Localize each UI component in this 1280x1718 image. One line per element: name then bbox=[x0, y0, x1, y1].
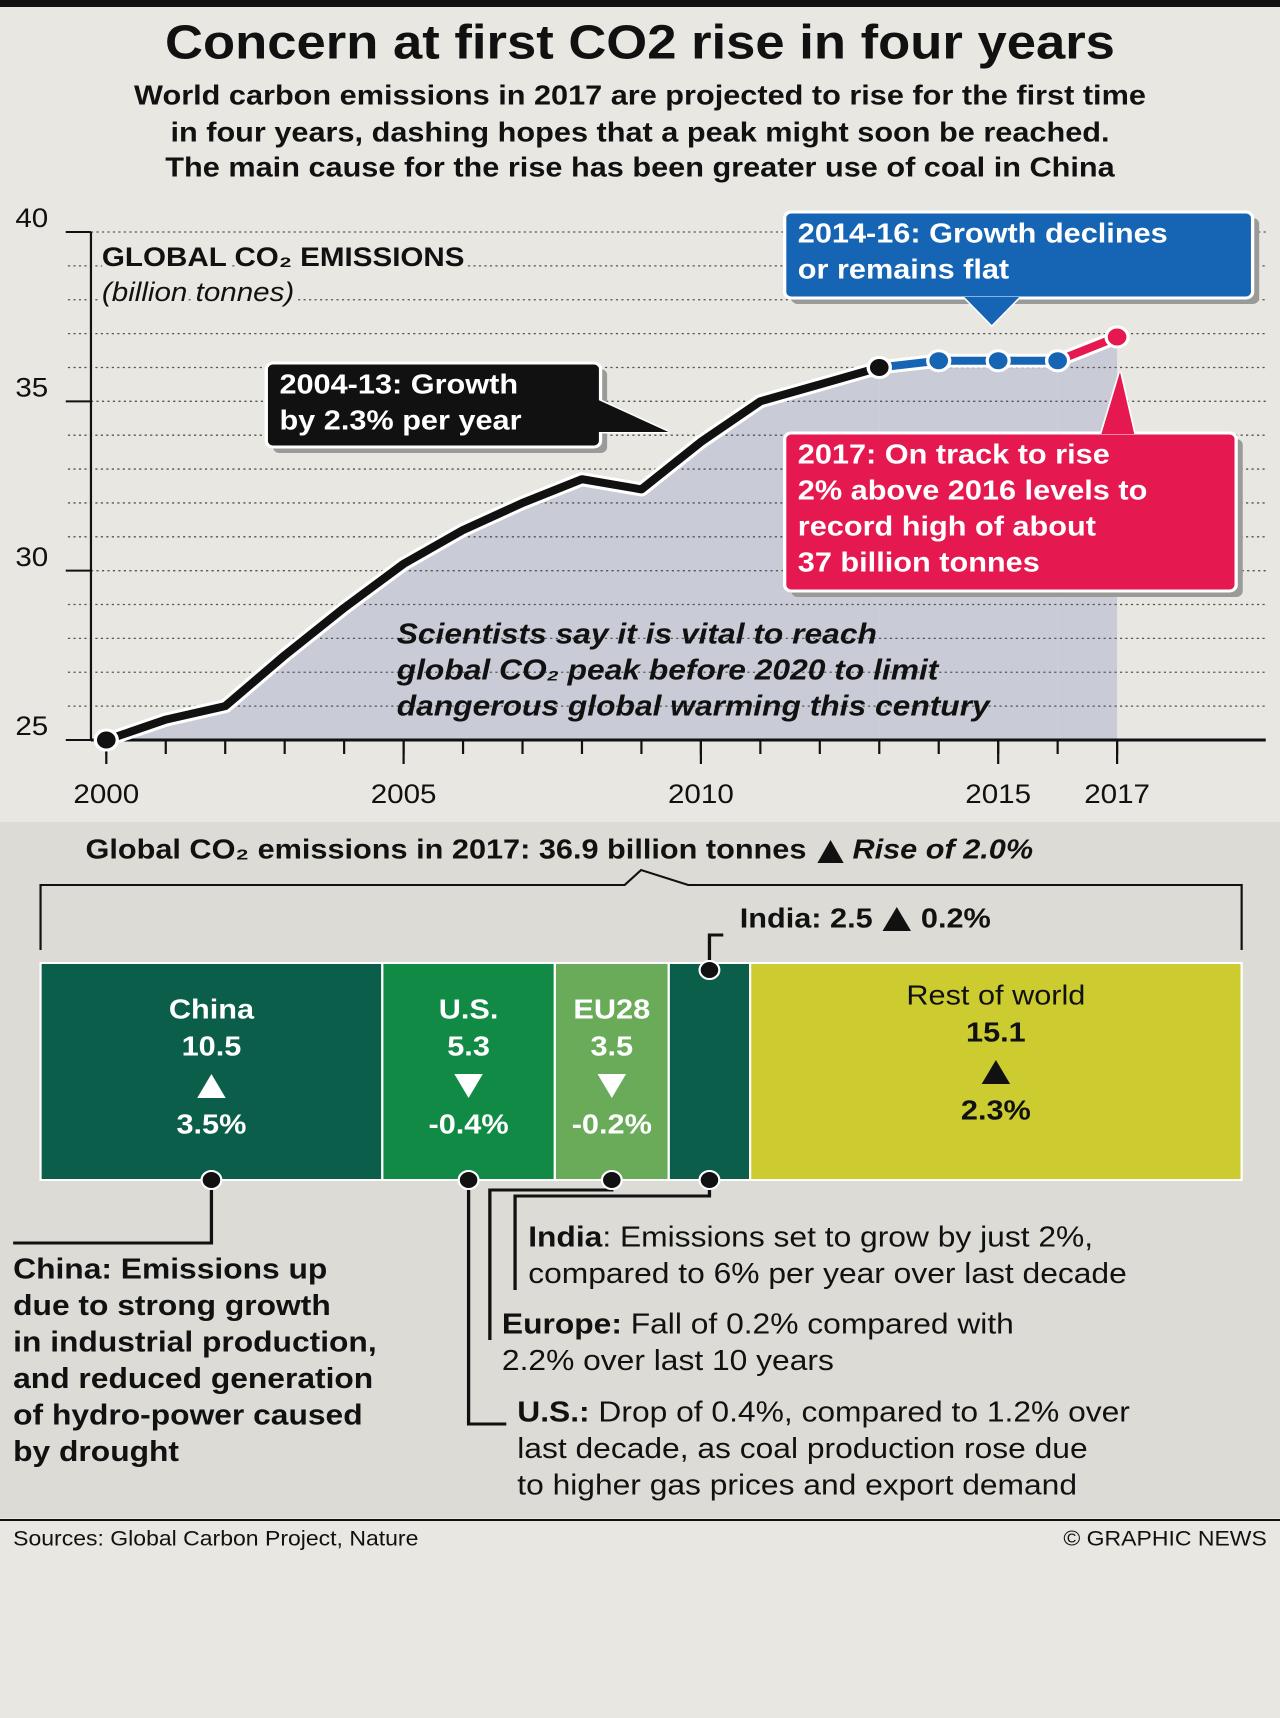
x-tick-label: 2000 bbox=[73, 779, 139, 810]
up-triangle bbox=[981, 1060, 1011, 1084]
x-tick-label: 2017 bbox=[1084, 779, 1150, 810]
note: dangerous global warming this century bbox=[397, 690, 992, 722]
callout-text: by 2.3% per year bbox=[279, 405, 521, 436]
up-triangle bbox=[197, 1074, 226, 1098]
note-text: by drought bbox=[13, 1435, 179, 1467]
breakdown-note: Rise of 2.0% bbox=[852, 834, 1033, 865]
y-axis-unit: (billion tonnes) bbox=[102, 277, 294, 308]
leader bbox=[707, 933, 724, 970]
india-label: India: 2.5 bbox=[740, 903, 873, 934]
callout-text: 2004-13: Growth bbox=[279, 369, 518, 400]
note-text: and reduced generation bbox=[13, 1362, 373, 1394]
point bbox=[93, 728, 119, 752]
subtitle: The main cause for the rise has been gre… bbox=[165, 152, 1115, 183]
breakdown-title: Global CO₂ emissions in 2017: 36.9 billi… bbox=[85, 834, 806, 865]
line bbox=[878, 356, 1058, 372]
subtitle: in four years, dashing hopes that a peak… bbox=[170, 117, 1109, 148]
y-tick-label: 25 bbox=[15, 711, 48, 742]
leader-dot bbox=[698, 960, 721, 980]
leader-dot bbox=[600, 1170, 623, 1190]
segment bbox=[667, 962, 752, 1181]
x-tick-label: 2015 bbox=[965, 779, 1031, 810]
note-lead: Europe: bbox=[502, 1308, 622, 1340]
note: Scientists say it is vital to reach bbox=[397, 618, 877, 650]
segment-value: 5.3 bbox=[447, 1031, 490, 1062]
note-lead: U.S.: bbox=[517, 1396, 589, 1428]
segment-change: 3.5% bbox=[176, 1109, 246, 1140]
note-text: to higher gas prices and export demand bbox=[517, 1469, 1077, 1501]
note-text: of hydro-power caused bbox=[13, 1399, 362, 1431]
top-rule bbox=[0, 0, 1280, 7]
leader bbox=[13, 1180, 214, 1245]
callout-text: 37 billion tonnes bbox=[798, 547, 1040, 578]
callout: 2014-16: Growth declines or remains flat bbox=[783, 210, 1260, 328]
segment-name: Rest of world bbox=[906, 980, 1085, 1011]
y-tick-label: 30 bbox=[15, 542, 48, 573]
leader bbox=[466, 1180, 507, 1426]
sources: Sources: Global Carbon Project, Nature bbox=[13, 1526, 418, 1550]
leader-dot bbox=[200, 1170, 223, 1190]
down-triangle bbox=[454, 1074, 483, 1098]
callout-text: 2017: On track to rise bbox=[798, 439, 1110, 470]
india-change: 0.2% bbox=[921, 903, 991, 934]
note-lead: India bbox=[528, 1221, 603, 1253]
segment-change: 2.3% bbox=[961, 1095, 1031, 1126]
line bbox=[104, 363, 881, 744]
segment-name: EU28 bbox=[573, 994, 650, 1025]
credit: © GRAPHIC NEWS bbox=[1063, 1526, 1267, 1550]
point bbox=[866, 355, 892, 379]
callout-pointer bbox=[598, 400, 669, 432]
callout-pointer bbox=[964, 297, 1020, 325]
segment-value: 15.1 bbox=[966, 1017, 1026, 1048]
note-text: Drop of 0.4%, compared to 1.2% over bbox=[590, 1396, 1130, 1428]
bracket bbox=[39, 868, 1243, 950]
x-tick-label: 2005 bbox=[371, 779, 437, 810]
callout-box bbox=[783, 431, 1238, 593]
segment bbox=[39, 962, 384, 1181]
callout-pointer bbox=[1101, 372, 1135, 434]
segment-value: 10.5 bbox=[182, 1031, 242, 1062]
segment-value: 3.5 bbox=[590, 1031, 633, 1062]
segment bbox=[381, 962, 556, 1181]
note: global CO₂ peak before 2020 to limit bbox=[396, 654, 941, 686]
lines bbox=[93, 325, 1130, 752]
segment bbox=[553, 962, 670, 1181]
callout-text: or remains flat bbox=[798, 254, 1010, 285]
y-tick-label: 40 bbox=[15, 203, 48, 234]
segment-change: -0.2% bbox=[572, 1109, 652, 1140]
title: Concern at first CO2 rise in four years bbox=[165, 15, 1115, 69]
segment-name: China bbox=[169, 994, 255, 1025]
point bbox=[926, 349, 952, 373]
note-text: Fall of 0.2% compared with bbox=[622, 1308, 1014, 1340]
y-axis-title: GLOBAL CO₂ EMISSIONS bbox=[102, 242, 465, 273]
point bbox=[1104, 325, 1130, 349]
note-lead: China: Emissions up bbox=[13, 1253, 327, 1285]
callout: 2004-13: Growth by 2.3% per year bbox=[264, 361, 670, 453]
x-tick-label: 2010 bbox=[668, 779, 734, 810]
note-text: : Emissions set to grow by just 2%, bbox=[602, 1221, 1093, 1253]
subtitle: World carbon emissions in 2017 are proje… bbox=[134, 80, 1146, 111]
leader-dot bbox=[457, 1170, 480, 1190]
callout-text: 2% above 2016 levels to bbox=[798, 475, 1148, 506]
down-triangle bbox=[597, 1074, 627, 1098]
up-triangle bbox=[882, 907, 912, 931]
callout-text: record high of about bbox=[798, 511, 1096, 542]
point bbox=[1045, 349, 1071, 373]
note-text: compared to 6% per year over last decade bbox=[528, 1257, 1127, 1289]
callout-box bbox=[783, 210, 1255, 300]
point bbox=[985, 349, 1011, 373]
note-text: in industrial production, bbox=[13, 1326, 377, 1358]
note-text: due to strong growth bbox=[13, 1289, 331, 1321]
callout-text: 2014-16: Growth declines bbox=[798, 218, 1168, 249]
up-triangle bbox=[817, 840, 844, 863]
segment-change: -0.4% bbox=[429, 1109, 509, 1140]
segment-name: U.S. bbox=[439, 994, 499, 1025]
leader-dot bbox=[698, 1170, 721, 1190]
callout: 2017: On track to rise 2% above 2016 leve… bbox=[783, 371, 1243, 597]
y-tick-label: 35 bbox=[15, 373, 48, 404]
note-text: 2.2% over last 10 years bbox=[502, 1344, 834, 1376]
note-text: last decade, as coal production rose due bbox=[517, 1432, 1087, 1464]
